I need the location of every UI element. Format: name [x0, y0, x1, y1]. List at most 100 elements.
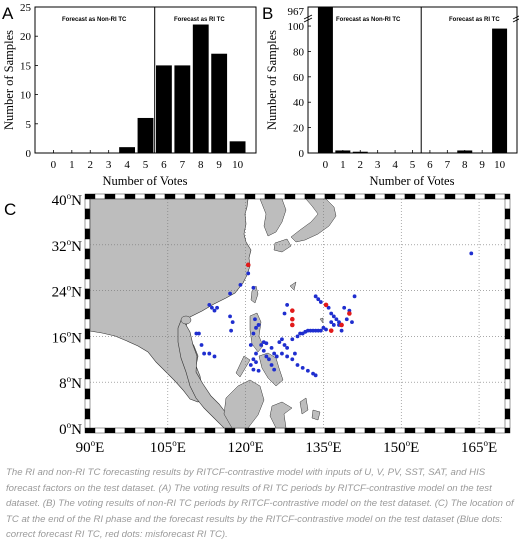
frame-segment: [504, 388, 511, 400]
frame-segment: [164, 193, 176, 200]
correct-forecast-dot: [290, 357, 295, 362]
frame-segment: [84, 328, 91, 340]
correct-forecast-dot: [305, 368, 310, 373]
frame-segment: [194, 427, 206, 434]
bar-a: [192, 24, 209, 153]
correct-forecast-dot: [324, 327, 328, 332]
frame-segment: [114, 427, 126, 434]
frame-segment: [84, 368, 91, 380]
x-tick-label-a: 5: [143, 159, 149, 171]
frame-segment: [174, 427, 186, 434]
frame-segment: [284, 427, 296, 434]
correct-forecast-dot: [313, 294, 318, 299]
correct-forecast-dot: [295, 363, 300, 367]
frame-segment: [224, 193, 236, 200]
frame-segment: [384, 193, 396, 200]
correct-forecast-dot: [277, 340, 282, 345]
frame-segment: [84, 278, 91, 290]
y-tick-label-b: 0: [299, 148, 305, 160]
frame-segment: [254, 193, 266, 200]
frame-segment: [504, 198, 511, 210]
frame-segment: [84, 288, 91, 300]
longitude-label: 150oE: [383, 438, 419, 456]
latitude-label: 32oN: [52, 237, 83, 255]
correct-forecast-dot: [238, 282, 243, 287]
bar-a: [211, 53, 228, 153]
frame-segment: [414, 193, 426, 200]
frame-segment: [484, 427, 496, 434]
correct-forecast-dot: [280, 337, 284, 342]
correct-forecast-dot: [254, 360, 258, 365]
frame-segment: [504, 418, 511, 429]
frame-segment: [104, 427, 116, 434]
x-tick-label-a: 8: [198, 159, 204, 171]
correct-forecast-dot: [261, 348, 266, 353]
frame-segment: [474, 427, 486, 434]
frame-segment: [84, 238, 91, 250]
frame-segment: [504, 328, 511, 340]
axis-break-b: [512, 18, 519, 23]
correct-forecast-dot: [285, 354, 290, 359]
frame-segment: [84, 388, 91, 400]
frame-segment: [464, 427, 476, 434]
x-tick-label-b: 9: [479, 159, 485, 171]
correct-forecast-dot: [251, 331, 256, 336]
frame-segment: [504, 318, 511, 330]
frame-segment: [434, 193, 446, 200]
x-tick-label-a: 9: [216, 159, 222, 171]
y-tick-label-b: 100: [288, 21, 305, 33]
frame-segment: [84, 318, 91, 330]
y-tick-label-a: 20: [20, 31, 32, 43]
frame-segment: [254, 427, 266, 434]
correct-forecast-dot: [285, 303, 290, 307]
correct-forecast-dot: [293, 351, 297, 356]
frame-segment: [134, 427, 146, 434]
frame-segment: [184, 427, 196, 434]
misforecast-dot: [290, 316, 295, 322]
frame-segment: [324, 193, 336, 200]
frame-segment: [494, 427, 506, 434]
correct-forecast-dot: [251, 367, 256, 372]
frame-segment: [504, 298, 511, 310]
correct-forecast-dot: [248, 343, 253, 347]
x-tick-label-b: 6: [427, 159, 433, 171]
correct-forecast-dot: [331, 314, 336, 319]
x-tick-label-a: 10: [232, 159, 244, 171]
correct-forecast-dot: [331, 323, 336, 327]
longitude-label: 165oE: [461, 438, 497, 456]
correct-forecast-dot: [251, 357, 256, 362]
frame-segment: [474, 193, 486, 200]
axis-break-b: [512, 15, 519, 20]
bar-a: [119, 147, 136, 153]
correct-forecast-dot: [344, 317, 349, 322]
figure-caption: The RI and non-RI TC forecasting results…: [6, 467, 514, 540]
x-tick-label-a: 2: [88, 159, 94, 171]
correct-forecast-dot: [274, 354, 279, 359]
frame-segment: [394, 427, 406, 434]
bar-b: [457, 150, 473, 153]
correct-forecast-dot: [254, 325, 258, 330]
frame-segment: [414, 427, 426, 434]
correct-forecast-dot: [272, 351, 277, 356]
correct-forecast-dot: [228, 314, 232, 319]
x-tick-label-a: 7: [180, 159, 186, 171]
frame-segment: [504, 338, 511, 350]
frame-segment: [504, 348, 511, 360]
latitude-label: 24oN: [52, 283, 83, 301]
frame-segment: [504, 427, 511, 434]
frame-segment: [84, 218, 91, 230]
frame-segment: [404, 193, 416, 200]
bar-b: [335, 150, 351, 153]
correct-forecast-dot: [282, 311, 287, 316]
y-tick-label-a: 5: [26, 119, 32, 131]
frame-segment: [214, 193, 226, 200]
correct-forecast-dot: [342, 305, 347, 310]
correct-forecast-dot: [256, 323, 261, 327]
frame-segment: [484, 193, 496, 200]
frame-segment: [234, 427, 246, 434]
map-gridlines: [90, 199, 505, 428]
frame-segment: [464, 193, 476, 200]
bar-b: [492, 28, 508, 153]
x-tick-label-b: 7: [445, 159, 451, 171]
